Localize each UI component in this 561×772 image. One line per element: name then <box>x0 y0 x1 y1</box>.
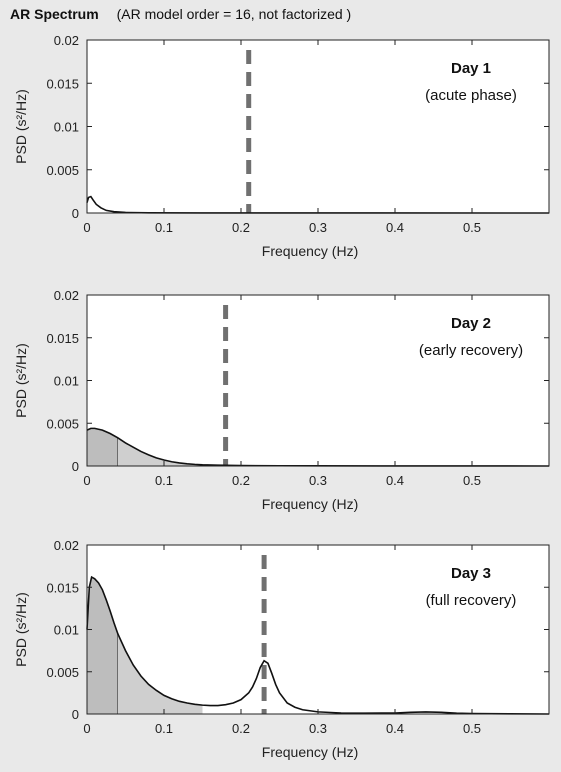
x-tick-label: 0.5 <box>463 220 481 235</box>
x-tick-label: 0.4 <box>386 220 404 235</box>
x-tick-label: 0.5 <box>463 721 481 736</box>
x-tick-label: 0.4 <box>386 721 404 736</box>
figure-header: AR Spectrum (AR model order = 16, not fa… <box>10 6 351 22</box>
x-tick-label: 0.3 <box>309 220 327 235</box>
vlf-band-area <box>87 428 118 466</box>
plot-area <box>87 295 549 466</box>
x-tick-label: 0 <box>83 721 90 736</box>
lf-band-area <box>117 633 203 714</box>
y-tick-label: 0.005 <box>46 665 79 680</box>
y-axis-label: PSD (s²/Hz) <box>13 343 29 418</box>
x-tick-label: 0.4 <box>386 473 404 488</box>
y-tick-label: 0.005 <box>46 163 79 178</box>
x-tick-label: 0.1 <box>155 220 173 235</box>
y-tick-label: 0.02 <box>54 288 79 303</box>
y-tick-label: 0 <box>72 206 79 221</box>
x-tick-label: 0.2 <box>232 220 250 235</box>
plot-area <box>87 40 549 213</box>
day-label: Day 1 <box>451 60 491 77</box>
y-axis-label: PSD (s²/Hz) <box>13 592 29 667</box>
y-tick-label: 0.02 <box>54 33 79 48</box>
lf-band-area <box>117 437 203 466</box>
chart-panel-3: 0 0.1 0.2 0.3 0.4 0.5 0 0.005 0.01 0.015 0.02 Frequ… <box>13 538 550 760</box>
x-tick-label: 0.1 <box>155 721 173 736</box>
x-tick-label: 0.1 <box>155 473 173 488</box>
x-tick-label: 0 <box>83 473 90 488</box>
figure-subtitle: (AR model order = 16, not factorized ) <box>116 6 352 22</box>
plot-area <box>87 545 549 714</box>
x-axis-label: Frequency (Hz) <box>262 744 358 760</box>
y-tick-label: 0.005 <box>46 416 79 431</box>
y-tick-label: 0 <box>72 459 79 474</box>
x-axis-label: Frequency (Hz) <box>262 243 358 259</box>
phase-label: (full recovery) <box>426 592 517 609</box>
x-axis-label: Frequency (Hz) <box>262 496 358 512</box>
psd-curve <box>86 575 550 715</box>
figure-title: AR Spectrum <box>10 6 99 22</box>
x-tick-label: 0.2 <box>232 473 250 488</box>
y-tick-label: 0.01 <box>54 120 79 135</box>
y-tick-label: 0.02 <box>54 538 79 553</box>
day-label: Day 2 <box>451 315 491 332</box>
y-axis-label: PSD (s²/Hz) <box>13 89 29 164</box>
x-tick-label: 0.5 <box>463 473 481 488</box>
chart-panel-2: 0 0.1 0.2 0.3 0.4 0.5 0 0.005 0.01 0.015 0.02 Frequ… <box>13 288 550 512</box>
y-tick-label: 0.015 <box>46 76 79 91</box>
y-tick-label: 0.01 <box>54 374 79 389</box>
y-tick-label: 0.015 <box>46 580 79 595</box>
x-tick-label: 0 <box>83 220 90 235</box>
x-tick-label: 0.3 <box>309 473 327 488</box>
phase-label: (early recovery) <box>419 342 523 359</box>
x-tick-label: 0.2 <box>232 721 250 736</box>
y-tick-label: 0.015 <box>46 331 79 346</box>
x-tick-label: 0.3 <box>309 721 327 736</box>
y-tick-label: 0 <box>72 707 79 722</box>
chart-panel-1: 0 0.1 0.2 0.3 0.4 0.5 0 0.005 0.01 0.015 0.02 Frequ… <box>13 33 550 259</box>
phase-label: (acute phase) <box>425 87 517 104</box>
day-label: Day 3 <box>451 565 491 582</box>
y-tick-label: 0.01 <box>54 623 79 638</box>
